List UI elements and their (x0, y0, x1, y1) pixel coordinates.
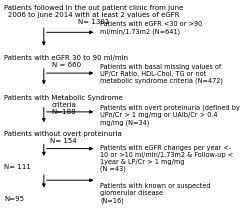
Text: Patients with basal missing values of
UP/Cr Ratio, HDL-Chol, TG or not
metabolic: Patients with basal missing values of UP… (100, 64, 223, 84)
Text: Patients with eGFR <30 or >90
ml/min/1.73m2 (N=641): Patients with eGFR <30 or >90 ml/min/1.7… (100, 21, 202, 35)
Text: Patients with eGFR 30 to 90 ml/min
N = 660: Patients with eGFR 30 to 90 ml/min N = 6… (4, 55, 128, 68)
Text: N= 111: N= 111 (4, 164, 31, 170)
Text: Patients with eGFR changes per year <-
10 or >10 ml/min/1.73m2 & Follow-up <
1ye: Patients with eGFR changes per year <- 1… (100, 144, 233, 172)
Text: N=95: N=95 (4, 196, 24, 201)
Text: Patients followed in the out patient clinic from june
2006 to june 2014 with at : Patients followed in the out patient cli… (4, 5, 184, 25)
Text: Patients without overt proteinuria
N= 154: Patients without overt proteinuria N= 15… (4, 131, 122, 144)
Text: Patients with Metabolic Syndrome
criteria
N=188: Patients with Metabolic Syndrome criteri… (4, 94, 123, 115)
Text: Patients with known or suspected
glomerular disease
(N=16): Patients with known or suspected glomeru… (100, 183, 211, 204)
Text: Patients with overt proteinuria (defined by
UPn/Cr > 1 mg/mg or UAIb/Cr > 0.4
mg: Patients with overt proteinuria (defined… (100, 105, 240, 126)
